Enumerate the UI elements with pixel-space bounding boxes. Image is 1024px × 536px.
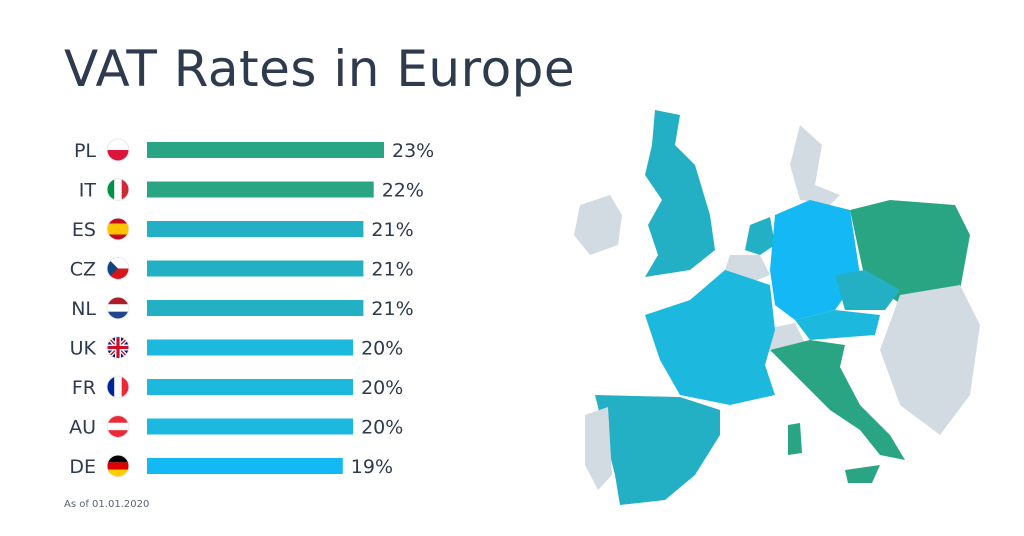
value-label: 22% [382,180,424,202]
eastern-europe-shape [880,285,980,435]
category-label: ES [72,219,96,241]
germany-shape [770,200,860,320]
value-label: 20% [361,377,403,399]
spain-flag-icon [106,217,130,241]
bar-row-fr: FR 20% [72,375,403,399]
bar [147,300,364,316]
category-label: NL [71,298,96,320]
austria-flag-icon [106,415,130,438]
ireland-shape [574,195,622,255]
europe-map-icon [574,110,980,505]
czech-shape [835,270,900,310]
chart-title: VAT Rates in Europe [64,40,576,98]
bar-chart: PL 23% IT 22% ES 21% CZ 21% NL 21% UK 20% FR 20% AU 20%… [69,138,434,478]
category-label: PL [74,140,96,162]
category-label: DE [69,456,96,478]
uk-shape [645,110,715,277]
value-label: 23% [392,140,434,162]
bar [147,458,343,474]
category-label: FR [72,377,96,399]
bar-row-uk: UK 20% [70,336,403,360]
value-label: 20% [361,338,403,360]
bar-row-de: DE 19% [69,454,393,478]
bar-row-au: AU 20% [69,415,403,439]
bar-row-pl: PL 23% [74,138,434,162]
france-flag-icon [106,375,130,399]
value-label: 21% [371,219,413,241]
bar [147,418,354,435]
italy-flag-icon [106,178,130,201]
germany-flag-icon [106,454,130,478]
category-label: UK [70,338,97,360]
footnote: As of 01.01.2020 [64,499,150,510]
category-label: AU [69,417,96,439]
bar [147,379,354,395]
italy-shape [770,340,905,460]
austria-shape [795,310,880,340]
value-label: 21% [371,259,413,281]
netherlands-shape [745,217,775,255]
bar-row-cz: CZ 21% [70,257,414,281]
category-label: IT [79,180,97,202]
czech-flag-icon [106,257,130,280]
netherlands-flag-icon [106,296,130,320]
value-label: 20% [361,417,403,439]
bar [147,260,364,277]
uk-flag-icon [106,336,130,359]
bar-row-nl: NL 21% [71,296,414,320]
bar-row-it: IT 22% [79,178,424,202]
value-label: 21% [371,298,413,320]
sardinia-shape [788,423,802,455]
poland-flag-icon [106,138,130,162]
bar [147,339,354,356]
spain-shape [595,395,720,505]
bar [147,181,374,198]
scandinavia-shape [790,125,840,205]
france-shape [645,270,775,405]
bar-row-es: ES 21% [72,217,414,241]
bar [147,221,364,237]
category-label: CZ [70,259,96,281]
portugal-shape [585,407,612,490]
bar [147,142,384,158]
sicily-shape [845,465,880,483]
value-label: 19% [351,456,393,478]
